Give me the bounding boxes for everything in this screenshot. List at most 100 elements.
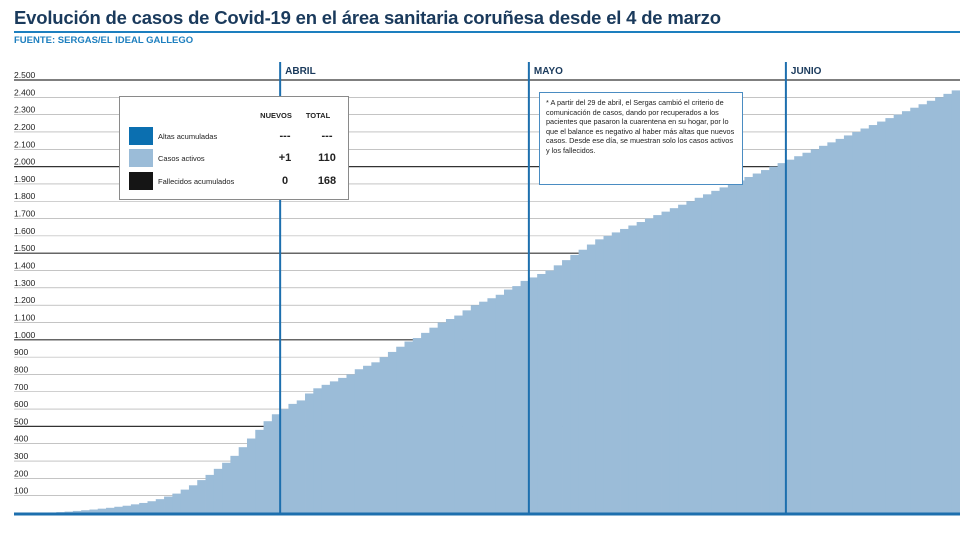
activos-bar: [139, 502, 148, 513]
activos-bar: [188, 485, 198, 513]
y-tick-label: 2.500: [14, 70, 36, 80]
activos-bar: [951, 90, 960, 513]
y-tick-label: 1.900: [14, 174, 36, 184]
y-tick-label: 700: [14, 382, 28, 392]
month-marker-label: ABRIL: [285, 66, 316, 77]
activos-bar: [421, 332, 430, 513]
activos-bar: [81, 510, 90, 513]
activos-bar: [653, 215, 662, 513]
y-tick-label: 1.000: [14, 330, 36, 340]
activos-bar: [611, 232, 621, 513]
y-tick-label: 1.200: [14, 295, 36, 305]
legend-label: Altas acumuladas: [158, 132, 218, 141]
activos-bar: [877, 121, 886, 514]
activos-bar: [628, 225, 638, 513]
legend-item-fallecidos: Fallecidos acumulados 0 168: [129, 172, 344, 192]
activos-bar: [238, 447, 248, 513]
activos-bar: [578, 249, 588, 513]
y-tick-label: 200: [14, 468, 28, 478]
activos-bar: [371, 362, 381, 513]
title-rule: [14, 31, 960, 33]
y-tick-label: 800: [14, 364, 28, 374]
activos-bar: [686, 201, 696, 514]
legend-total: ---: [321, 130, 333, 142]
activos-bar: [114, 506, 124, 513]
activos-bar: [296, 400, 306, 513]
y-tick-label: 1.800: [14, 191, 36, 201]
activos-bar: [97, 508, 107, 513]
activos-bar: [528, 277, 538, 513]
legend-header-total: TOTAL: [305, 111, 331, 120]
activos-bar: [246, 438, 256, 513]
activos-bar: [122, 505, 132, 513]
activos-bar: [719, 187, 729, 513]
y-tick-label: 2.400: [14, 87, 36, 97]
month-marker-label: MAYO: [534, 66, 563, 77]
activos-bar: [404, 341, 414, 513]
activos-bar: [586, 244, 596, 514]
activos-bar: [445, 319, 455, 513]
activos-bar: [620, 228, 629, 513]
activos-bar: [694, 197, 704, 513]
activos-bar: [454, 315, 463, 513]
activos-bar: [338, 377, 347, 513]
activos-bar: [785, 159, 795, 513]
activos-bar: [769, 166, 778, 513]
activos-bar: [429, 327, 439, 513]
legend-item-altas: Altas acumuladas --- ---: [129, 127, 344, 147]
legend-item-activos: Casos activos +1 110: [129, 149, 344, 169]
activos-bar: [329, 381, 339, 513]
legend-new: 0: [281, 175, 289, 187]
legend-swatch-activos: [129, 149, 153, 167]
chart-source: FUENTE: SERGAS/EL IDEAL GALLEGO: [14, 35, 194, 46]
y-tick-label: 600: [14, 399, 28, 409]
activos-bar: [777, 163, 787, 514]
legend-label: Fallecidos acumulados: [158, 177, 235, 186]
legend-new: ---: [279, 130, 291, 142]
activos-bar: [205, 474, 215, 513]
activos-bar: [164, 496, 173, 513]
activos-bar: [222, 462, 231, 513]
y-tick-label: 2.200: [14, 122, 36, 132]
activos-bar: [736, 180, 745, 513]
y-tick-label: 1.700: [14, 209, 36, 219]
activos-bar: [512, 286, 521, 513]
activos-bar: [595, 239, 604, 513]
activos-bar: [603, 235, 613, 513]
activos-bar: [702, 194, 712, 513]
activos-bar: [520, 280, 530, 513]
legend-header-new: NUEVOS: [260, 111, 292, 120]
activos-bar: [860, 128, 870, 513]
activos-bar: [852, 131, 861, 513]
activos-bar: [810, 149, 820, 513]
activos-bar: [230, 455, 240, 513]
activos-bar: [363, 365, 372, 513]
activos-bar: [255, 429, 264, 513]
activos-bar: [470, 305, 480, 513]
y-tick-label: 100: [14, 486, 28, 496]
y-tick-label: 1.300: [14, 278, 36, 288]
activos-bar: [794, 156, 803, 513]
activos-bar: [744, 176, 754, 513]
activos-bar: [935, 97, 944, 513]
activos-bar: [437, 322, 447, 513]
activos-bar: [180, 489, 190, 513]
activos-bar: [172, 493, 182, 513]
activos-bar: [354, 369, 364, 513]
activos-bar: [130, 504, 140, 513]
activos-bar: [553, 265, 563, 513]
activos-bar: [412, 338, 422, 513]
activos-bar: [926, 100, 936, 513]
y-tick-label: 300: [14, 451, 28, 461]
activos-bar: [661, 211, 671, 513]
activos-bar: [64, 511, 74, 513]
activos-bar: [843, 135, 853, 513]
activos-bar: [197, 480, 206, 513]
activos-bar: [487, 298, 497, 513]
activos-bar: [827, 142, 837, 514]
activos-bar: [213, 468, 223, 513]
activos-bar: [346, 374, 356, 513]
activos-bar: [562, 260, 571, 513]
activos-bar: [678, 204, 687, 514]
y-tick-label: 1.600: [14, 226, 36, 236]
